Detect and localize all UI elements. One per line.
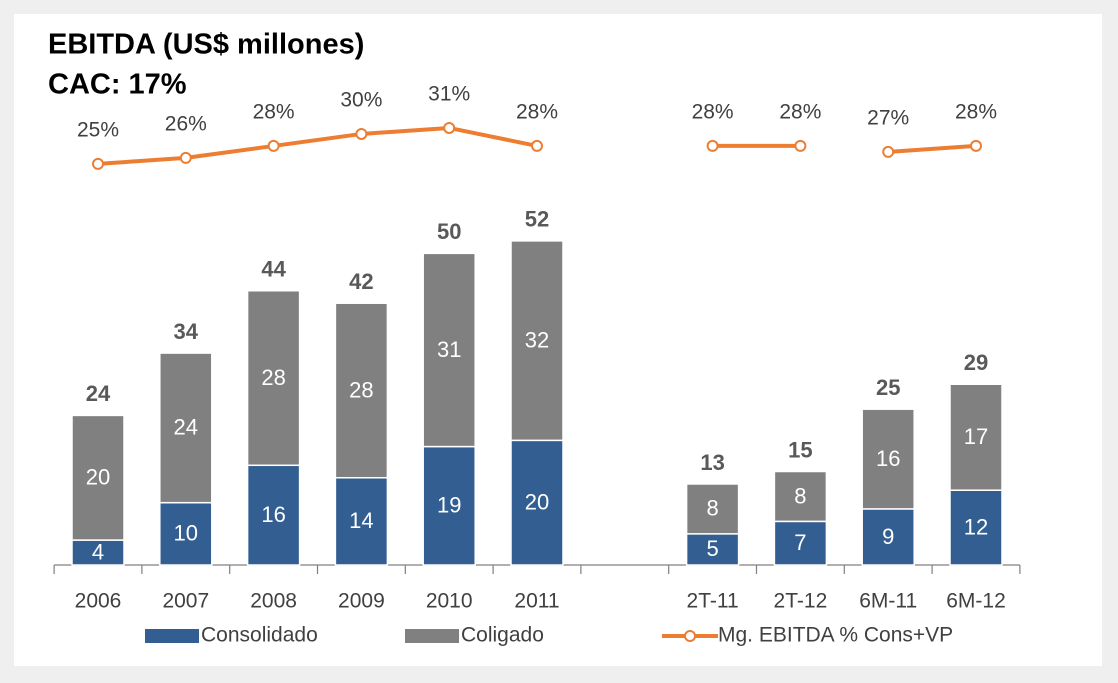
bar-total-label: 50 xyxy=(437,219,461,244)
x-tick-label: 2006 xyxy=(75,590,122,613)
bar-total-label: 29 xyxy=(964,350,988,375)
bar-value-label: 8 xyxy=(706,496,718,521)
bar-segment xyxy=(685,533,740,566)
bar-value-label: 5 xyxy=(706,536,718,561)
chart-title: EBITDA (US$ millones) xyxy=(48,29,364,61)
legend-marker xyxy=(684,630,696,642)
bar-value-label: 7 xyxy=(794,530,806,555)
bar-segment xyxy=(159,352,213,504)
bar-value-label: 9 xyxy=(882,524,894,549)
x-tick-label: 6M-12 xyxy=(946,590,1006,613)
line-value-label: 28% xyxy=(692,100,734,123)
bar-total-label: 24 xyxy=(86,381,111,406)
bar-value-label: 12 xyxy=(964,514,988,539)
bar-total-label: 34 xyxy=(174,319,199,344)
x-tick-label: 2T-12 xyxy=(774,590,828,613)
bar-segment xyxy=(949,489,1003,566)
line-value-label: 25% xyxy=(77,118,119,141)
line-marker xyxy=(355,127,368,140)
x-tick-label: 2011 xyxy=(514,590,559,613)
line-value-label: 27% xyxy=(867,106,909,129)
line-value-label: 28% xyxy=(779,100,821,123)
bar-value-label: 10 xyxy=(174,521,198,546)
bar-segment xyxy=(773,470,828,523)
line-value-label: 28% xyxy=(955,100,997,123)
bar-value-label: 19 xyxy=(437,493,461,518)
bar-segment xyxy=(246,290,301,467)
bar-segment xyxy=(510,240,564,442)
legend-label: Mg. EBITDA % Cons+VP xyxy=(718,624,953,647)
bar-value-label: 32 xyxy=(525,327,549,352)
line-marker xyxy=(531,139,543,152)
bar-segment xyxy=(861,408,915,510)
x-tick-label: 2009 xyxy=(338,590,385,613)
bar-segment xyxy=(422,445,476,566)
x-tick-label: 2008 xyxy=(250,590,297,613)
bar-total-label: 44 xyxy=(261,257,286,282)
x-tick-label: 2007 xyxy=(162,590,209,613)
line-marker xyxy=(794,139,807,152)
x-tick-label: 2010 xyxy=(426,590,473,613)
bar-segment xyxy=(685,483,740,535)
chart-subtitle: CAC: 17% xyxy=(48,69,187,101)
bar-value-label: 16 xyxy=(876,446,900,471)
line-marker xyxy=(706,139,719,152)
x-tick-label: 6M-11 xyxy=(859,590,917,613)
legend-label: Coligado xyxy=(461,624,544,647)
bar-value-label: 31 xyxy=(437,337,461,362)
bar-segment xyxy=(334,302,389,479)
legend-swatch xyxy=(405,629,459,643)
bar-segment xyxy=(949,383,1003,491)
line-value-label: 30% xyxy=(340,88,382,111)
bar-segment xyxy=(861,508,915,566)
line xyxy=(97,125,538,166)
line-value-label: 31% xyxy=(428,83,470,106)
line-marker xyxy=(179,151,192,164)
bar-segment xyxy=(422,252,476,448)
legend-swatch xyxy=(145,629,199,643)
bar-total-label: 13 xyxy=(700,450,724,475)
bar-value-label: 20 xyxy=(86,465,110,490)
line-marker xyxy=(882,145,895,158)
bar-total-label: 25 xyxy=(876,375,900,400)
bar-value-label: 24 xyxy=(174,415,198,440)
line-marker xyxy=(443,121,456,134)
bar-segment xyxy=(71,414,125,541)
line-marker xyxy=(970,139,982,152)
line-marker xyxy=(267,139,280,152)
bar-value-label: 17 xyxy=(964,424,988,449)
bar-value-label: 28 xyxy=(349,377,373,402)
line-marker xyxy=(92,157,104,170)
bar-value-label: 8 xyxy=(794,483,806,508)
line-value-label: 28% xyxy=(253,100,295,123)
line-value-label: 28% xyxy=(516,100,558,123)
line xyxy=(888,143,977,154)
legend-label: Consolidado xyxy=(201,624,318,647)
bar-value-label: 4 xyxy=(92,539,104,564)
bar-value-label: 16 xyxy=(261,502,285,527)
x-tick-label: 2T-11 xyxy=(687,590,739,613)
bar-total-label: 42 xyxy=(349,269,373,294)
bar-segment xyxy=(773,520,828,566)
bar-segment xyxy=(159,501,213,566)
bar-segment xyxy=(71,539,125,566)
bar-segment xyxy=(246,464,301,566)
bar-value-label: 14 xyxy=(349,508,373,533)
bar-value-label: 28 xyxy=(261,365,285,390)
line-value-label: 26% xyxy=(165,112,207,135)
bar-total-label: 15 xyxy=(788,437,812,462)
bar-value-label: 20 xyxy=(525,489,549,514)
bar-total-label: 52 xyxy=(525,207,549,232)
